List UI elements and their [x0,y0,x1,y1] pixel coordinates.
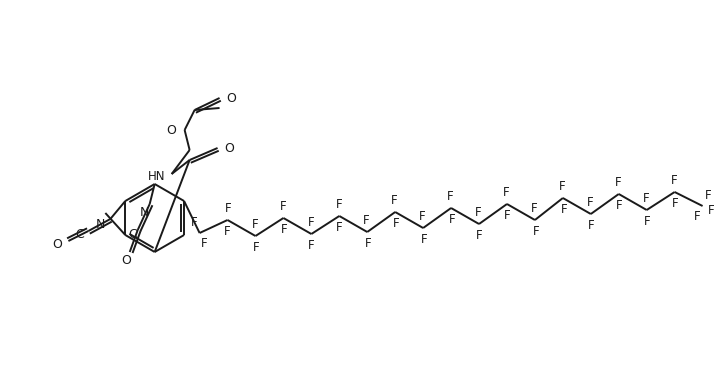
Text: F: F [224,225,230,238]
Text: F: F [531,202,538,215]
Text: C: C [76,228,84,242]
Text: O: O [225,141,235,154]
Text: F: F [533,225,539,238]
Text: O: O [53,238,62,252]
Text: F: F [561,204,567,217]
Text: F: F [391,194,398,207]
Text: F: F [694,210,701,223]
Text: F: F [280,223,287,237]
Text: F: F [671,174,677,187]
Text: F: F [252,242,259,255]
Text: F: F [225,202,232,215]
Text: F: F [475,205,482,218]
Text: N: N [140,205,149,218]
Text: F: F [503,185,510,199]
Text: F: F [280,200,287,212]
Text: F: F [588,220,595,232]
Text: O: O [121,253,131,266]
Text: F: F [252,217,259,230]
Text: F: F [335,197,342,210]
Text: F: F [336,222,343,235]
Text: F: F [191,215,198,228]
Text: F: F [587,195,593,209]
Text: F: F [704,189,711,202]
Text: F: F [644,215,651,228]
Text: F: F [307,215,315,228]
Text: F: F [708,204,714,217]
Text: F: F [615,175,621,189]
Text: F: F [420,233,427,247]
Text: F: F [393,217,399,230]
Text: F: F [447,190,454,202]
Text: F: F [363,214,370,227]
Text: O: O [227,91,237,104]
Text: C: C [129,228,137,242]
Text: F: F [448,214,455,227]
Text: F: F [476,230,483,242]
Text: HN: HN [148,169,166,182]
Text: O: O [166,124,176,137]
Text: F: F [365,237,371,250]
Text: F: F [616,199,623,212]
Text: F: F [308,240,315,253]
Text: F: F [643,192,650,205]
Text: F: F [202,237,208,250]
Text: F: F [504,210,511,222]
Text: N: N [96,217,105,230]
Text: F: F [419,210,426,222]
Text: F: F [672,197,679,210]
Text: F: F [558,180,566,192]
